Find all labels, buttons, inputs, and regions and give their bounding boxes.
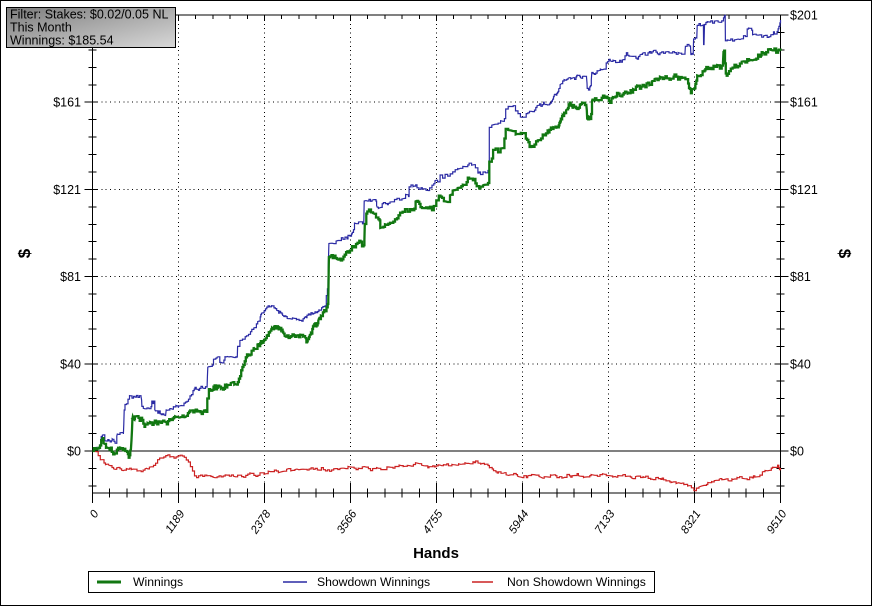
svg-text:$: $ <box>15 248 34 258</box>
svg-text:Winnings: Winnings <box>133 575 183 589</box>
svg-text:$201: $201 <box>790 9 818 23</box>
svg-text:Non Showdown Winnings: Non Showdown Winnings <box>507 575 646 589</box>
svg-text:$: $ <box>835 249 854 259</box>
svg-text:Showdown Winnings: Showdown Winnings <box>317 575 430 589</box>
svg-text:$161: $161 <box>53 96 81 110</box>
svg-text:$40: $40 <box>60 357 81 371</box>
svg-text:Winnings: $185.54: Winnings: $185.54 <box>10 34 114 48</box>
svg-text:$81: $81 <box>790 270 811 284</box>
svg-text:$0: $0 <box>790 445 804 459</box>
svg-text:$81: $81 <box>60 270 81 284</box>
svg-text:$161: $161 <box>790 96 818 110</box>
svg-text:$40: $40 <box>790 357 811 371</box>
svg-text:Hands: Hands <box>413 545 459 562</box>
svg-text:Filter: Stakes: $0.02/0.05 NL: Filter: Stakes: $0.02/0.05 NL <box>10 8 168 22</box>
svg-text:$0: $0 <box>67 445 81 459</box>
svg-text:$121: $121 <box>53 183 81 197</box>
svg-text:$121: $121 <box>790 183 818 197</box>
svg-text:This Month: This Month <box>10 21 72 35</box>
